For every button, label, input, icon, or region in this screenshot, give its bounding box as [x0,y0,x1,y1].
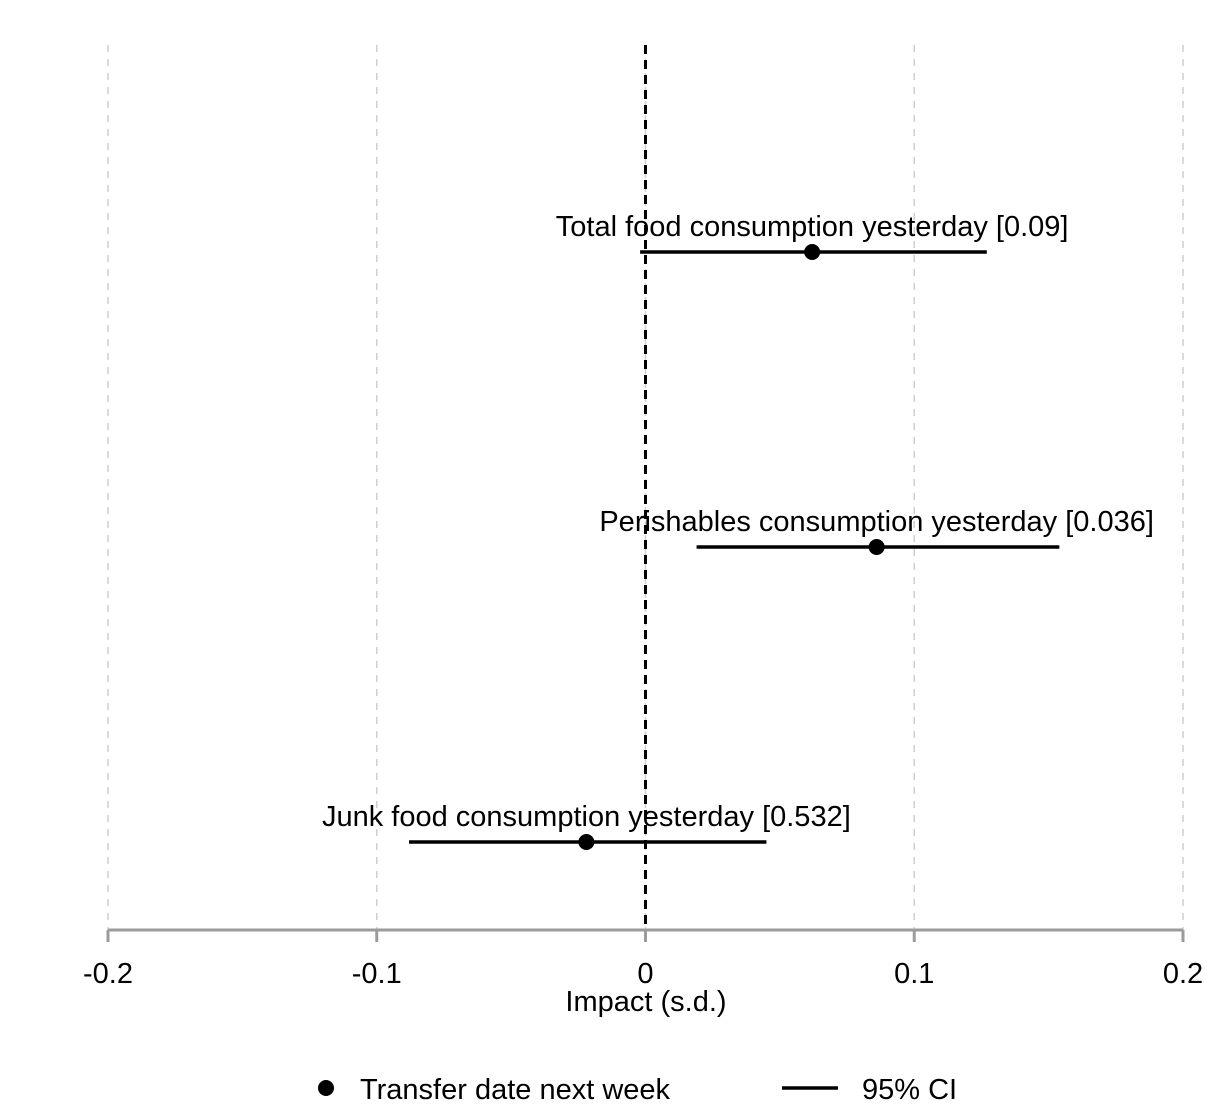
point-label-0: Total food consumption yesterday [0.09] [556,211,1069,243]
point-label-1: Perishables consumption yesterday [0.036… [599,506,1154,538]
estimates: Total food consumption yesterday [0.09] P… [322,211,1154,850]
point-0 [804,244,821,260]
x-tick-label-3: 0.1 [894,958,934,990]
x-axis: -0.2 -0.1 0 0.1 0.2 [83,928,1203,990]
x-tick-label-1: -0.1 [352,958,402,990]
point-2 [578,834,595,850]
legend-marker-label: Transfer date next week [360,1074,671,1106]
legend-line-label: 95% CI [862,1074,957,1106]
point-1 [868,539,885,555]
x-tick-label-2: 0 [637,958,653,990]
legend-marker-icon [318,1080,334,1096]
x-tick-label-0: -0.2 [83,958,133,990]
legend: Transfer date next week 95% CI [318,1074,957,1106]
x-axis-title: Impact (s.d.) [565,986,726,1018]
point-label-2: Junk food consumption yesterday [0.532] [322,801,851,833]
x-tick-label-4: 0.2 [1163,958,1203,990]
